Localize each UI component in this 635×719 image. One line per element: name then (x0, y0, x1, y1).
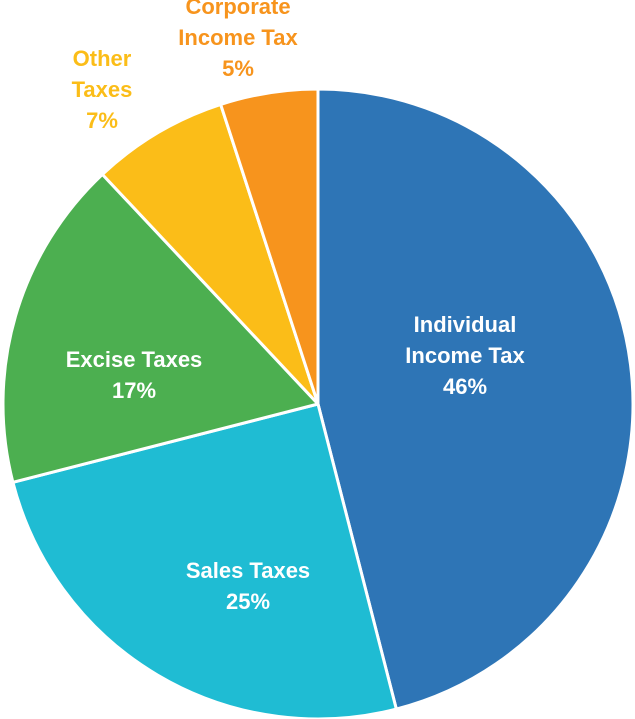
slice-value-label: 5% (222, 56, 254, 81)
slice-name-label: Corporate (185, 0, 290, 19)
slice-label-other-taxes: Other Taxes 7% (72, 46, 133, 133)
slice-value-label: 7% (86, 108, 118, 133)
slice-name-label: Individual (414, 312, 517, 337)
slice-value-label: 25% (226, 589, 270, 614)
slice-label-individual-income-tax: Individual Income Tax 46% (405, 312, 525, 399)
slice-label-excise-taxes: Excise Taxes 17% (66, 347, 203, 403)
slice-value-label: 17% (112, 378, 156, 403)
slice-name-label: Other (73, 46, 132, 71)
slice-label-corporate-income-tax: Corporate Income Tax 5% (178, 0, 298, 81)
pie-slice-individual-income-tax (316, 87, 635, 711)
pie-labels: Individual Income Tax 46% Sales Taxes 25% Exc… (66, 0, 526, 614)
slice-name-label: Taxes (72, 77, 133, 102)
pie-slice-other-taxes (100, 102, 320, 406)
pie-slices (1, 87, 635, 719)
slice-name-label: Excise Taxes (66, 347, 203, 372)
slice-name-label: Income Tax (178, 25, 298, 50)
slice-name-label: Income Tax (405, 343, 525, 368)
slice-label-sales-taxes: Sales Taxes 25% (186, 558, 310, 614)
pie-slice-excise-taxes (1, 172, 320, 484)
slice-name-label: Sales Taxes (186, 558, 310, 583)
slice-value-label: 46% (443, 374, 487, 399)
pie-slice-corporate-income-tax (219, 87, 320, 406)
